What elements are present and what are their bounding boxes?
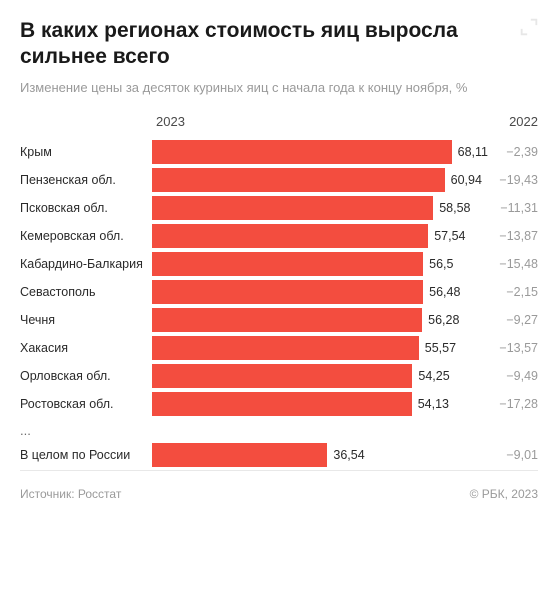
chart-footer: Источник: Росстат © РБК, 2023 — [20, 487, 538, 501]
value-2023: 57,54 — [434, 229, 465, 243]
value-2022: −19,43 — [488, 173, 538, 187]
copyright-label: © РБК, 2023 — [470, 487, 538, 501]
table-row: Кемеровская обл. 57,54 −13,87 — [20, 223, 538, 249]
row-label: Псковская обл. — [20, 201, 152, 215]
value-2023: 56,5 — [429, 257, 453, 271]
table-row: Ростовская обл. 54,13 −17,28 — [20, 391, 538, 417]
year-2023-label: 2023 — [152, 114, 488, 129]
value-2022: −15,48 — [488, 257, 538, 271]
bar — [152, 280, 423, 304]
bar-chart: 2023 2022 Крым 68,11−2,39 Пензенская обл. 6… — [20, 114, 538, 468]
summary-value-2023: 36,54 — [333, 448, 364, 462]
value-2022: −2,15 — [488, 285, 538, 299]
table-row: Чечня 56,28 −9,27 — [20, 307, 538, 333]
row-label: Чечня — [20, 313, 152, 327]
year-header: 2023 2022 — [20, 114, 538, 129]
row-label: Орловская обл. — [20, 369, 152, 383]
year-2022-label: 2022 — [488, 114, 538, 129]
value-2023: 60,94 — [451, 173, 482, 187]
table-row: Хакасия 55,57 −13,57 — [20, 335, 538, 361]
value-2022: −17,28 — [488, 397, 538, 411]
source-label: Источник: Росстат — [20, 487, 121, 501]
bar — [152, 140, 452, 164]
value-2023: 58,58 — [439, 201, 470, 215]
row-label: Севастополь — [20, 285, 152, 299]
bar — [152, 252, 423, 276]
value-2022: −9,49 — [488, 369, 538, 383]
chart-title: В каких регионах стоимость яиц выросла с… — [20, 18, 538, 71]
table-row: Орловская обл. 54,25 −9,49 — [20, 363, 538, 389]
table-row: Псковская обл. 58,58 −11,31 — [20, 195, 538, 221]
rows-ellipsis: ... — [20, 419, 538, 442]
value-2023: 56,48 — [429, 285, 460, 299]
row-label: Крым — [20, 145, 152, 159]
table-row: Крым 68,11−2,39 — [20, 139, 538, 165]
bar — [152, 336, 419, 360]
value-2022: −11,31 — [488, 201, 538, 215]
bar — [152, 308, 422, 332]
value-2022: −13,57 — [488, 341, 538, 355]
value-2023: 56,28 — [428, 313, 459, 327]
row-label: Ростовская обл. — [20, 397, 152, 411]
row-label: Хакасия — [20, 341, 152, 355]
row-label: Пензенская обл. — [20, 173, 152, 187]
summary-row: В целом по России 36,54 −9,01 — [20, 442, 538, 468]
value-2023: 68,11 — [458, 145, 488, 159]
bar — [152, 196, 433, 220]
table-row: Пензенская обл. 60,94 −19,43 — [20, 167, 538, 193]
value-2022: −9,27 — [488, 313, 538, 327]
bar — [152, 392, 412, 416]
bar — [152, 364, 412, 388]
table-row: Севастополь 56,48 −2,15 — [20, 279, 538, 305]
summary-label: В целом по России — [20, 448, 152, 462]
value-2023: 54,13 — [418, 397, 449, 411]
chart-subtitle: Изменение цены за десяток куриных яиц с … — [20, 79, 538, 97]
row-label: Кемеровская обл. — [20, 229, 152, 243]
value-2023: 54,25 — [418, 369, 449, 383]
summary-bar — [152, 443, 327, 467]
table-row: Кабардино-Балкария 56,5 −15,48 — [20, 251, 538, 277]
bar — [152, 224, 428, 248]
value-2023: 55,57 — [425, 341, 456, 355]
value-2022: −2,39 — [488, 145, 538, 159]
expand-icon[interactable] — [518, 16, 540, 38]
row-label: Кабардино-Балкария — [20, 257, 152, 271]
bar — [152, 168, 445, 192]
summary-value-2022: −9,01 — [488, 448, 538, 462]
value-2022: −13,87 — [488, 229, 538, 243]
footer-divider — [20, 470, 538, 471]
